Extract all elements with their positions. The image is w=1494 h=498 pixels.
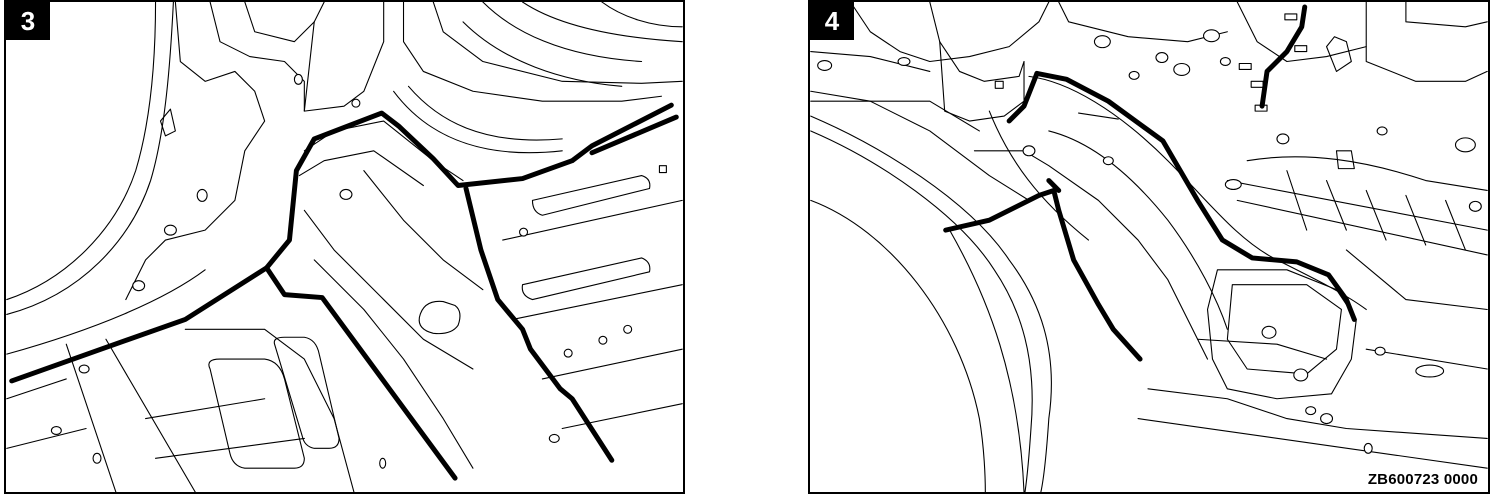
- step-number-badge: 3: [6, 2, 50, 40]
- figure-reference-code: ZB600723 0000: [1365, 471, 1480, 488]
- rear-side-member-line-drawing: [810, 2, 1488, 492]
- illustration-panel-3: 3: [4, 0, 685, 494]
- illustration-panel-4: 4: [808, 0, 1490, 494]
- step-number-badge: 4: [810, 2, 854, 40]
- floor-panel-line-drawing: [6, 2, 683, 492]
